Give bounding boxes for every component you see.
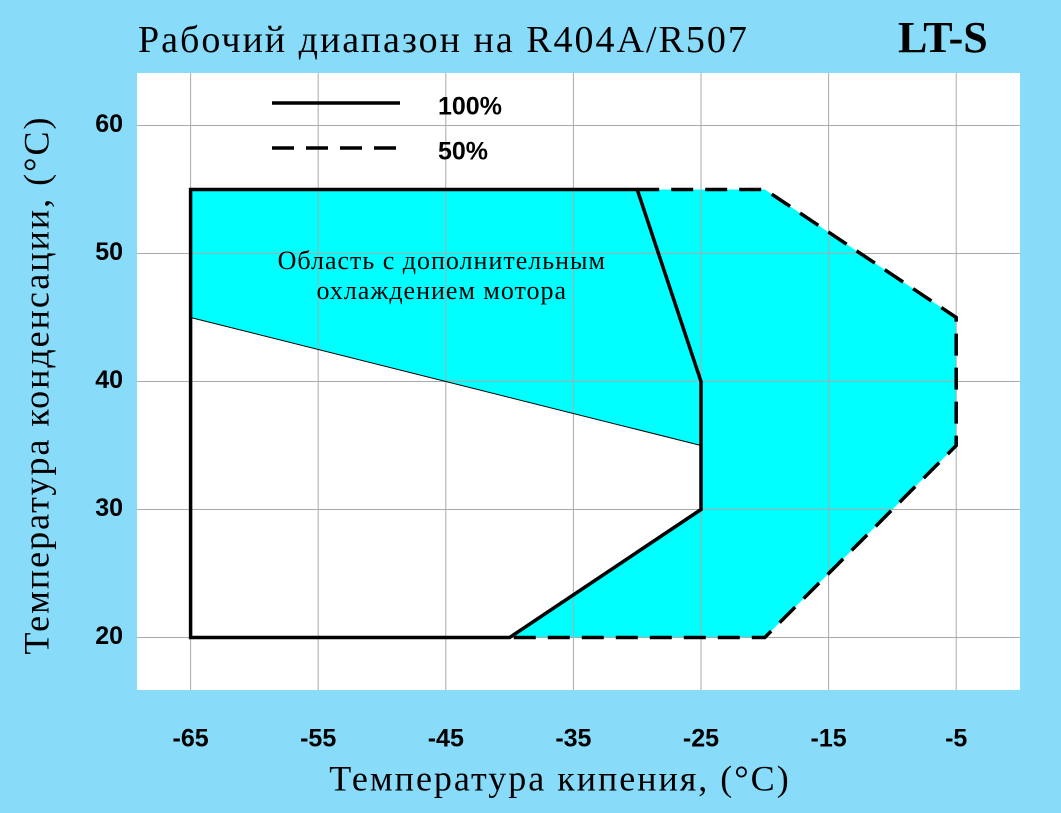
y-tick-label: 30 [95,494,123,522]
region-label: Область с дополнительным [278,246,606,275]
series-line [188,187,703,640]
x-tick-label: -55 [300,725,336,753]
x-tick-label: -25 [683,725,719,753]
x-tick-label: -15 [811,725,847,753]
y-tick-label: 20 [95,622,123,650]
legend-label: 100% [438,93,502,121]
series-line [509,187,958,640]
region [190,189,957,638]
region-label: охлаждением мотора [316,276,567,305]
y-tick-label: 40 [95,366,123,394]
x-tick-label: -5 [945,725,967,753]
y-tick-label: 60 [95,110,123,138]
legend-label: 50% [438,138,488,166]
x-tick-label: -35 [555,725,591,753]
y-tick-label: 50 [95,238,123,266]
x-tick-label: -65 [173,725,209,753]
x-axis-label: Температура кипения, (°C) [329,758,790,798]
y-axis-label: Температура конденсации, (°C) [16,116,56,655]
chart-title: Рабочий диапазон на R404A/R507 [138,19,749,61]
x-tick-label: -45 [428,725,464,753]
chart-subtitle: LT-S [898,13,988,62]
region-edge [190,317,702,446]
